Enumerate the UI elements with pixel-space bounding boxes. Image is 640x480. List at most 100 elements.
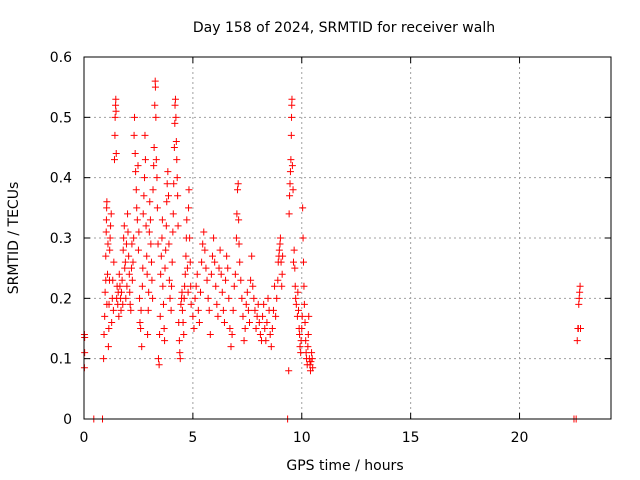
data-point-marker (105, 300, 113, 308)
data-point-marker (215, 264, 223, 272)
data-point-marker (119, 246, 127, 254)
data-point-marker (227, 343, 235, 351)
data-point-marker (213, 300, 221, 308)
data-point-marker (234, 186, 242, 194)
data-point-marker (308, 355, 316, 363)
data-point-marker (259, 312, 267, 320)
data-point-marker (176, 349, 184, 357)
data-point-marker (124, 210, 132, 218)
data-point-marker (139, 264, 147, 272)
data-point-marker (105, 325, 113, 332)
data-point-marker (128, 276, 136, 284)
data-point-marker (154, 240, 162, 248)
data-point-marker (106, 246, 114, 254)
data-point-marker (268, 325, 276, 332)
data-point-marker (267, 343, 275, 351)
data-point-marker (289, 258, 297, 266)
data-point-marker (177, 300, 185, 308)
data-point-marker (198, 258, 206, 266)
data-point-marker (180, 331, 188, 339)
x-tick-label: 15 (402, 430, 420, 446)
data-point-marker (174, 192, 182, 200)
data-point-marker (81, 334, 89, 342)
data-point-marker (286, 192, 294, 200)
data-point-marker (178, 288, 186, 296)
data-point-marker (133, 216, 141, 224)
data-point-marker (138, 343, 146, 351)
data-point-marker (226, 325, 234, 332)
data-point-marker (183, 216, 191, 224)
data-point-marker (197, 288, 205, 296)
data-point-marker (136, 294, 144, 302)
data-point-marker (168, 282, 176, 290)
data-point-marker (200, 228, 208, 236)
y-tick-label: 0.6 (50, 50, 72, 66)
data-point-marker (126, 300, 134, 308)
data-point-marker (261, 325, 269, 332)
data-point-marker (142, 222, 150, 230)
data-point-marker (150, 144, 158, 151)
data-point-marker (199, 240, 207, 248)
data-point-marker (309, 364, 317, 372)
data-point-marker (163, 198, 171, 206)
data-point-marker (107, 210, 115, 218)
data-point-marker (218, 288, 226, 296)
x-axis-label: GPS time / hours (286, 458, 403, 474)
data-point-marker (286, 168, 294, 176)
data-point-marker (260, 300, 268, 308)
data-point-marker (217, 270, 225, 278)
data-point-marker (147, 240, 155, 248)
data-point-marker (193, 270, 201, 278)
data-point-marker (111, 131, 119, 139)
data-point-marker (81, 349, 89, 357)
data-point-marker (298, 325, 306, 332)
data-point-marker (100, 355, 108, 363)
data-point-marker (285, 210, 293, 218)
data-point-marker (186, 234, 194, 242)
data-point-marker (151, 101, 159, 109)
data-point-marker (137, 306, 145, 314)
data-point-marker (119, 300, 127, 308)
data-point-marker (223, 252, 231, 260)
y-tick-label: 0.1 (50, 352, 72, 368)
axis-ticks: 0 0.1 0.2 0.3 0.4 0.5 0.6 0 5 10 15 20 (50, 50, 611, 446)
data-point-marker (134, 162, 142, 170)
data-point-marker (203, 276, 211, 284)
data-point-marker (121, 258, 129, 266)
data-point-marker (101, 288, 109, 296)
data-point-marker (220, 318, 228, 326)
data-point-marker (205, 306, 213, 314)
data-point-marker (304, 331, 312, 339)
data-point-marker (144, 331, 152, 339)
data-point-marker (160, 325, 168, 332)
data-point-marker (304, 343, 312, 351)
data-point-marker (278, 270, 286, 278)
data-point-marker (146, 216, 154, 224)
data-point-marker (164, 168, 172, 176)
data-point-marker (148, 258, 156, 266)
data-point-marker (149, 186, 157, 194)
data-point-marker (301, 318, 309, 326)
data-point-marker (302, 337, 310, 345)
data-point-marker (273, 294, 281, 302)
data-point-marker (202, 264, 210, 272)
data-point-marker (244, 306, 252, 314)
data-point-marker (256, 331, 264, 339)
data-point-marker (130, 234, 138, 242)
data-point-marker (231, 270, 239, 278)
data-point-marker (294, 288, 302, 296)
data-point-marker (108, 318, 116, 326)
data-point-marker (176, 355, 184, 363)
data-point-marker (153, 174, 161, 182)
data-point-marker (165, 276, 173, 284)
y-tick-label: 0.2 (50, 291, 72, 307)
data-point-marker (127, 306, 135, 314)
data-point-marker (164, 192, 172, 200)
data-point-marker (238, 294, 246, 302)
data-point-marker (141, 156, 149, 164)
data-point-marker (136, 318, 144, 326)
data-point-marker (144, 306, 152, 314)
data-point-marker (240, 337, 248, 345)
data-point-marker (172, 137, 180, 145)
data-point-marker (181, 270, 189, 278)
